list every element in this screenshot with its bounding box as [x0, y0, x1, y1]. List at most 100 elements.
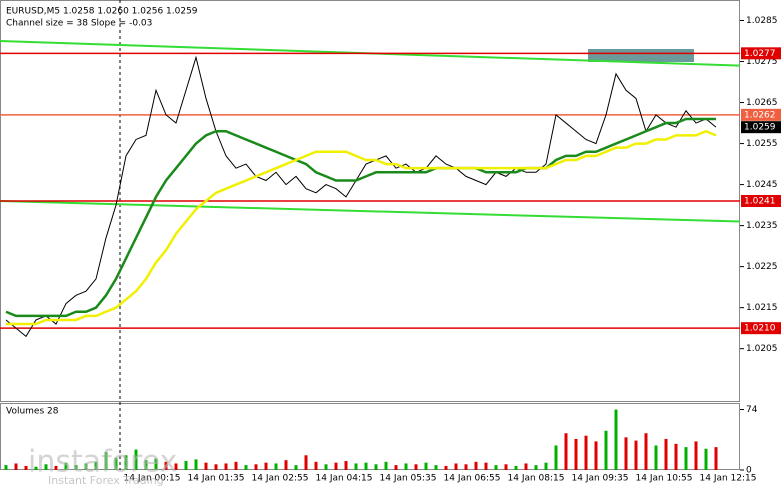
time-label: 14 Jan 01:35 — [188, 474, 245, 484]
volume-bar — [214, 464, 218, 470]
volume-bar — [374, 464, 378, 470]
volume-bar — [704, 448, 708, 470]
volume-bar — [304, 455, 308, 470]
volume-bar — [334, 462, 338, 470]
volume-bar — [194, 459, 198, 470]
time-label: 14 Jan 06:55 — [444, 474, 501, 484]
volume-bar — [424, 462, 428, 470]
volume-bar — [134, 449, 138, 470]
level-label: 1.0277 — [744, 49, 776, 59]
volume-bar — [434, 465, 438, 470]
chart-header: EURUSD,M5 1.0258 1.0260 1.0256 1.0259 — [6, 7, 198, 17]
volume-bar — [714, 447, 718, 470]
level-label: 1.0241 — [744, 197, 776, 207]
level-label: 1.0210 — [744, 324, 776, 334]
volume-bar — [184, 461, 188, 470]
time-label: 14 Jan 02:55 — [252, 474, 309, 484]
y-tick-label: 1.0255 — [746, 139, 778, 149]
volume-bar — [404, 463, 408, 470]
volume-bar — [284, 460, 288, 470]
volume-bar — [474, 461, 478, 470]
volume-bar — [44, 464, 48, 470]
y-tick-label: 1.0235 — [746, 221, 778, 231]
price-line — [5, 55, 717, 338]
volume-bar — [174, 463, 178, 470]
time-label: 14 Jan 05:35 — [380, 474, 437, 484]
level-label: 1.0262 — [744, 110, 776, 120]
volume-bar — [84, 463, 88, 470]
volume-bar — [494, 465, 498, 470]
time-label: 14 Jan 12:15 — [700, 474, 757, 484]
volume-bar — [244, 465, 248, 470]
volume-bar — [464, 464, 468, 470]
volume-bar — [514, 465, 518, 470]
volume-bar — [394, 465, 398, 470]
moving-average — [5, 117, 716, 318]
volume-bar — [484, 462, 488, 470]
volume-bar — [224, 463, 228, 470]
zone-marker — [588, 49, 694, 62]
volume-tick-label: 74 — [746, 405, 758, 415]
volume-bar — [414, 464, 418, 470]
volume-bar — [54, 465, 58, 470]
volume-bar — [74, 465, 78, 470]
volume-bar — [384, 461, 388, 470]
level-tag — [741, 47, 781, 60]
volume-bar — [314, 461, 318, 470]
volume-bar — [694, 441, 698, 470]
volume-bar — [104, 452, 108, 470]
watermark-sub: Instant Forex Trading — [48, 474, 164, 487]
volume-bar — [634, 440, 638, 470]
volume-bar — [564, 433, 568, 470]
volume-bar — [554, 445, 558, 470]
volume-bar — [264, 462, 268, 470]
time-label: 14 Jan 10:55 — [636, 474, 693, 484]
volume-bar — [504, 464, 508, 470]
volume-bar — [64, 462, 68, 470]
volume-tick-label: 0 — [746, 466, 752, 476]
volume-bar — [344, 461, 348, 470]
y-tick-label: 1.0215 — [746, 303, 778, 313]
volume-bar — [674, 443, 678, 470]
volume-bar — [534, 465, 538, 470]
level-tag — [741, 195, 781, 207]
volume-bar — [154, 458, 158, 470]
y-tick-label: 1.0225 — [746, 262, 778, 272]
volume-bar — [4, 465, 8, 470]
volume-bar — [664, 438, 668, 470]
y-tick-label: 1.0245 — [746, 180, 778, 190]
volume-bar — [614, 409, 618, 470]
volume-bar — [604, 430, 608, 470]
current-price-label: 1.0259 — [744, 123, 776, 133]
time-label: 14 Jan 04:15 — [316, 474, 373, 484]
volume-bar — [204, 462, 208, 470]
y-tick-label: 1.0275 — [746, 57, 778, 67]
volume-bar — [644, 433, 648, 470]
y-tick-label: 1.0205 — [746, 344, 778, 354]
time-label: 14 Jan 09:35 — [572, 474, 629, 484]
time-label: 14 Jan 00:15 — [124, 474, 181, 484]
volume-bar — [584, 435, 588, 470]
volume-bar — [144, 460, 148, 470]
volume-bar — [354, 463, 358, 470]
volume-bar — [364, 462, 368, 470]
volume-bar — [294, 465, 298, 470]
time-label: 14 Jan 08:15 — [508, 474, 565, 484]
volume-bar — [14, 463, 18, 470]
level-tag — [741, 108, 781, 121]
volume-bar — [34, 466, 38, 470]
y-tick-label: 1.0285 — [746, 16, 778, 26]
current-price-tag — [741, 121, 781, 134]
volume-panel — [0, 403, 740, 470]
volume-bar — [524, 463, 528, 470]
volume-bar — [124, 455, 128, 470]
level-tag — [741, 322, 781, 335]
volume-bar — [114, 457, 118, 470]
volume-bar — [24, 465, 28, 470]
volume-bar — [274, 463, 278, 470]
volume-bar — [164, 461, 168, 470]
volume-bar — [254, 464, 258, 470]
indicator-info: Channel size = 38 Slope = -0.03 — [6, 19, 152, 29]
